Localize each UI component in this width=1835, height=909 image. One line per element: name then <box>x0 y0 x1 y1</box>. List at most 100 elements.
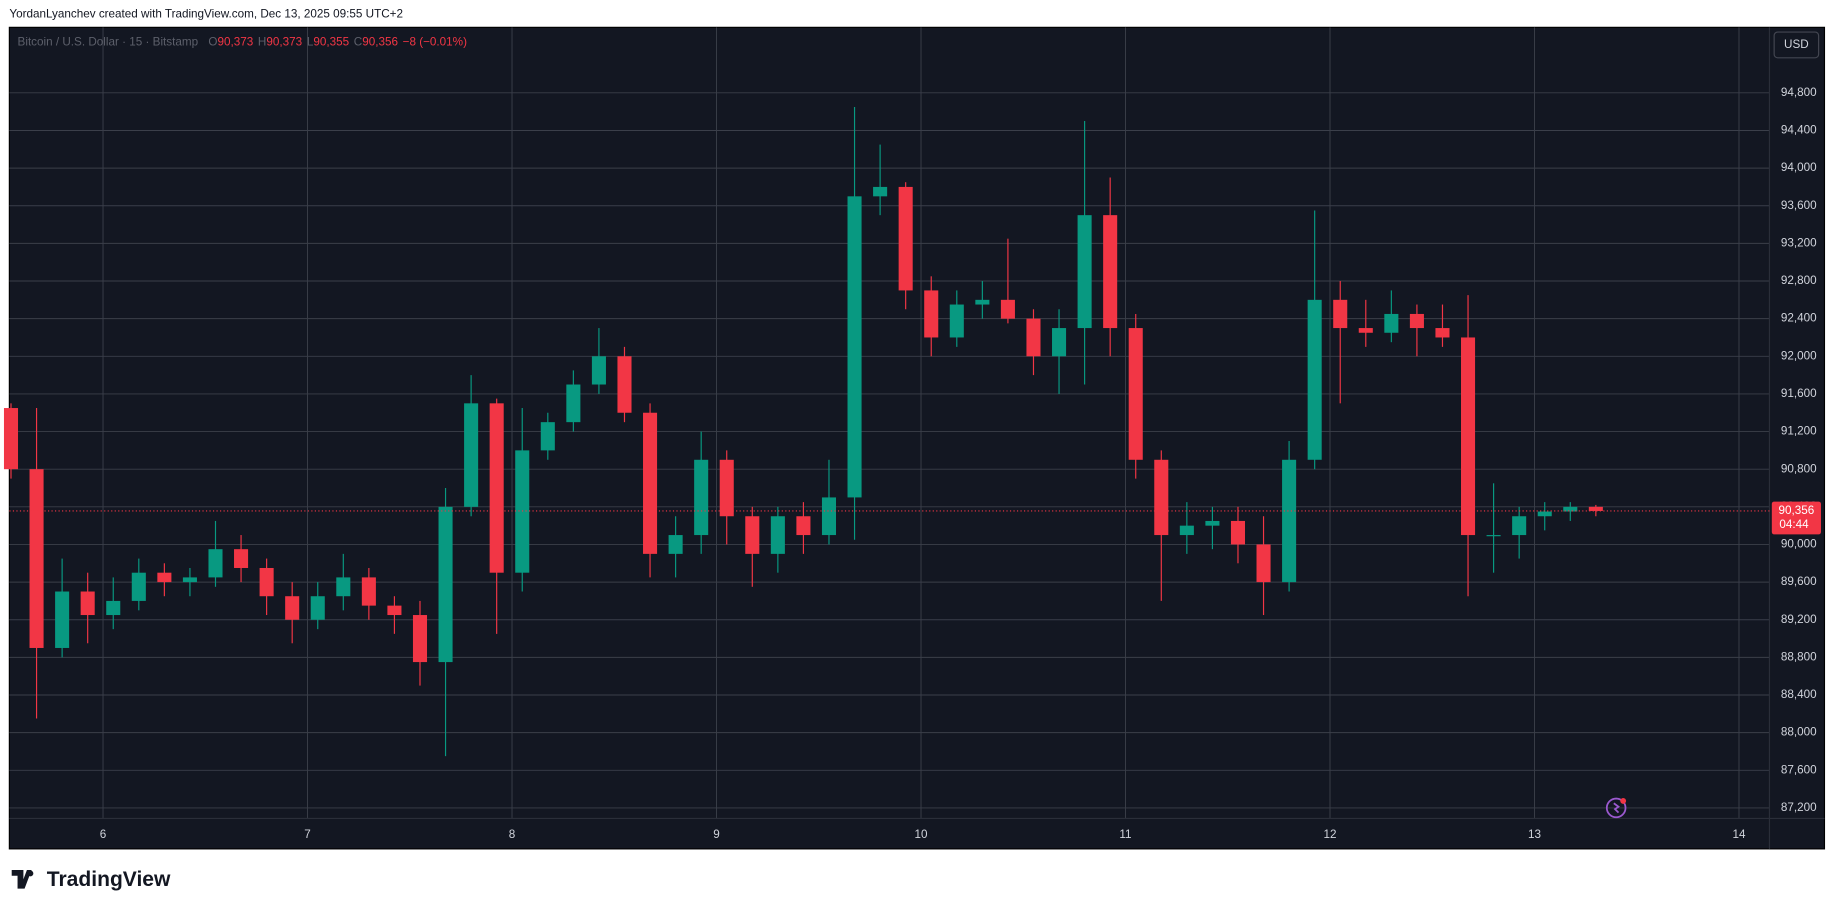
candle-body <box>1154 459 1169 536</box>
legend-key: L <box>307 36 314 49</box>
candle-body <box>1026 318 1041 357</box>
y-tick-label: 94,800 <box>1781 86 1817 99</box>
candle-body <box>1384 313 1399 333</box>
candle-body <box>873 186 888 197</box>
candle-body <box>617 356 632 413</box>
candle-body <box>1052 328 1067 357</box>
candle-body <box>821 497 837 536</box>
candle-body <box>1563 506 1578 512</box>
attribution: YordanLyanchev created with TradingView.… <box>9 8 403 21</box>
candle-body <box>694 459 709 536</box>
candle-body <box>80 591 95 616</box>
x-tick-label: 13 <box>1528 828 1541 841</box>
y-tick-label: 92,000 <box>1781 349 1817 362</box>
candle-body <box>157 572 172 583</box>
y-tick-label: 91,600 <box>1781 387 1817 400</box>
last-price-label: 90,356 <box>1779 504 1815 517</box>
candle-body <box>310 596 325 620</box>
candle-body <box>387 605 402 616</box>
x-tick-label: 11 <box>1119 828 1131 841</box>
y-tick-label: 94,000 <box>1781 161 1817 174</box>
logo-mark <box>11 869 34 889</box>
candle-body <box>1128 328 1143 460</box>
candle-body <box>1435 328 1450 338</box>
logo-text: TradingView <box>47 868 171 891</box>
candle-body <box>1282 459 1297 583</box>
legend-change: −8 (−0.01%) <box>403 36 467 49</box>
chart-frame <box>8 26 1826 850</box>
candle-body <box>361 577 376 606</box>
y-tick-label: 89,600 <box>1781 575 1817 588</box>
candle-body <box>208 549 223 578</box>
y-tick-label: 87,200 <box>1781 801 1817 814</box>
candle-body <box>1307 299 1322 460</box>
candle-body <box>3 408 19 470</box>
legend-value: 90,373 <box>217 36 253 49</box>
candle-body <box>55 591 70 648</box>
candle-body <box>489 403 504 573</box>
candle-body <box>1230 520 1246 545</box>
y-tick-label: 90,000 <box>1781 538 1817 551</box>
symbol-title: Bitcoin / U.S. Dollar · 15 · Bitstamp <box>18 36 199 49</box>
candle-body <box>898 186 913 291</box>
candle-body <box>1000 299 1015 319</box>
candle-body <box>1103 215 1118 329</box>
grid <box>9 27 1770 819</box>
candle-body <box>1358 328 1373 333</box>
candle-body <box>643 412 658 554</box>
candle-body <box>412 615 428 663</box>
symbol-legend: Bitcoin / U.S. Dollar · 15 · Bitstamp O9… <box>18 36 468 49</box>
candle-body <box>1077 215 1092 329</box>
candle-body <box>182 577 197 583</box>
y-tick-label: 89,200 <box>1781 613 1817 626</box>
candle-body <box>1205 520 1220 526</box>
y-tick-label: 91,200 <box>1781 425 1817 438</box>
y-tick-label: 87,600 <box>1781 763 1817 776</box>
y-tick-label: 94,400 <box>1781 124 1817 137</box>
candle-body <box>438 506 453 663</box>
candle-body <box>1486 535 1501 537</box>
candle-body <box>464 403 479 507</box>
y-tick-label: 90,800 <box>1781 462 1817 475</box>
candle-body <box>29 469 44 648</box>
currency-label: USD <box>1784 38 1809 51</box>
candle-body <box>924 290 939 338</box>
y-tick-label: 92,400 <box>1781 312 1817 325</box>
candle-body <box>540 422 555 451</box>
x-tick-label: 7 <box>304 828 311 841</box>
countdown-label: 04:44 <box>1779 518 1809 531</box>
legend-key: H <box>258 36 266 49</box>
candle-body <box>847 196 862 498</box>
candle-body <box>131 572 146 601</box>
candles <box>3 106 1603 757</box>
y-tick-label: 93,600 <box>1781 199 1817 212</box>
legend-value: 90,373 <box>266 36 302 49</box>
candle-body <box>106 600 121 616</box>
last-price-box <box>1771 501 1821 535</box>
candle-body <box>591 356 606 385</box>
candle-body <box>1409 313 1424 329</box>
y-tick-label: 92,800 <box>1781 274 1817 287</box>
x-tick-label: 8 <box>509 828 516 841</box>
legend-value: 90,356 <box>362 36 398 49</box>
candle-body <box>566 384 581 423</box>
y-tick-label: 88,400 <box>1781 688 1817 701</box>
candle-body <box>949 304 964 338</box>
x-tick-label: 10 <box>915 828 929 841</box>
assistant-icon[interactable] <box>1605 797 1627 819</box>
currency-button[interactable] <box>1773 31 1820 59</box>
candle-body <box>745 516 760 554</box>
candle-body <box>1461 337 1476 536</box>
candle-body <box>719 459 734 517</box>
candle-body <box>1537 511 1552 517</box>
candle-body <box>336 577 351 597</box>
candle-body <box>234 549 249 568</box>
candle-body <box>1588 506 1603 511</box>
y-tick-label: 88,800 <box>1781 650 1817 663</box>
x-tick-label: 6 <box>100 828 107 841</box>
candle-body <box>259 567 274 597</box>
legend-key: O <box>208 36 217 49</box>
x-tick-label: 12 <box>1323 828 1336 841</box>
